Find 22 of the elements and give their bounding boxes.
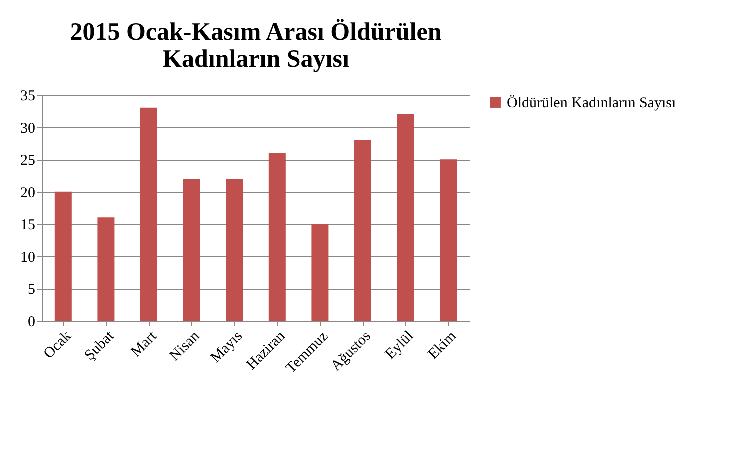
bar [226,178,244,321]
bar [312,224,329,321]
y-tick-label: 15 [20,218,36,234]
y-tick-label: 20 [20,185,36,202]
y-tick-label: 35 [20,88,36,104]
y-tick-label: 0 [28,314,36,330]
y-tick-label: 5 [28,282,36,298]
bar [268,153,286,321]
bar [140,108,158,321]
bar [397,114,414,321]
legend-label: Öldürülen Kadınların Sayısı [507,94,676,112]
chart-title: 2015 Ocak-Kasım Arası Öldürülen Kadınların Sayısı [70,19,442,73]
x-tick-label: Ocak [41,328,76,362]
bar [54,192,72,321]
y-tick-label: 30 [20,120,36,137]
bar [183,178,200,321]
x-tick-label: Mart [128,328,161,360]
bar [440,160,458,321]
bar [354,140,372,321]
y-tick-label: 25 [20,153,36,170]
bar [98,218,115,321]
y-tick-label: 10 [20,250,36,266]
